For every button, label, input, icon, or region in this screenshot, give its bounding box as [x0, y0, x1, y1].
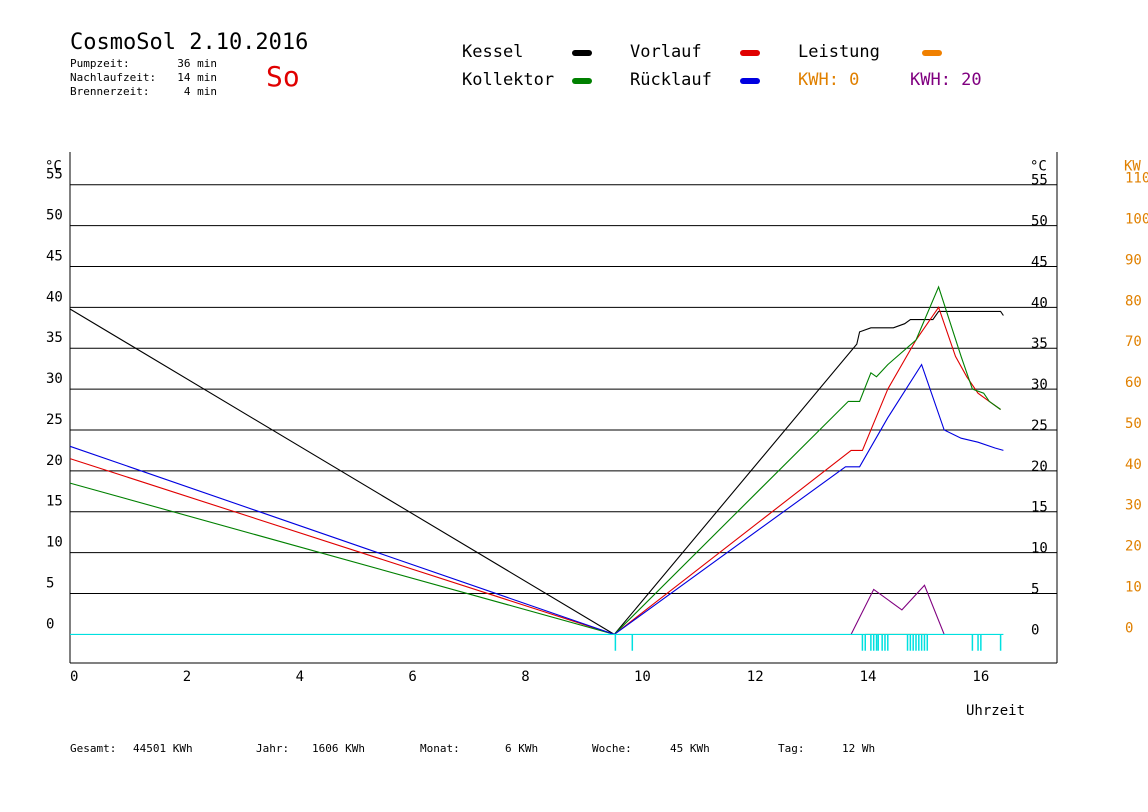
- legend-swatch-ruecklauf: [740, 78, 760, 84]
- y-tick-label-right: 35: [1031, 336, 1048, 352]
- y-tick-label-left: 0: [46, 616, 54, 632]
- y-tick-label-right: 40: [1031, 295, 1048, 311]
- x-tick-label: 12: [747, 669, 764, 685]
- y-tick-label-left: 10: [46, 535, 63, 551]
- x-tick-label: 2: [183, 669, 191, 685]
- stat-monat-value: 6 KWh: [505, 742, 539, 755]
- weekday-label: So: [266, 60, 300, 93]
- legend-swatch-kessel: [572, 50, 592, 56]
- stat-gesamt-label: Gesamt:: [70, 742, 117, 755]
- kw-tick-label: 70: [1125, 334, 1142, 350]
- kw-tick-label: 40: [1125, 457, 1142, 473]
- legend-ruecklauf: Rücklauf: [630, 70, 712, 90]
- x-tick-label: 16: [972, 669, 989, 685]
- x-axis-label: Uhrzeit: [966, 703, 1025, 719]
- info-value-brennerzeit: 4 min: [183, 85, 217, 98]
- legend-vorlauf: Vorlauf: [630, 42, 702, 62]
- info-values: 36 min 14 min 4 min: [160, 57, 217, 99]
- info-value-nachlaufzeit: 14 min: [177, 71, 217, 84]
- kw-tick-label: 100: [1125, 212, 1148, 228]
- x-tick-label: 8: [521, 669, 529, 685]
- y-tick-label-left: 40: [46, 289, 63, 305]
- kw-tick-label: 0: [1125, 620, 1133, 636]
- info-label-nachlaufzeit: Nachlaufzeit:: [70, 71, 157, 84]
- kw-tick-label: 20: [1125, 539, 1142, 555]
- y-tick-label-left: 5: [46, 576, 54, 592]
- info-labels: Pumpzeit: Nachlaufzeit: Brennerzeit:: [70, 57, 156, 99]
- stat-tag-value: 12 Wh: [842, 742, 876, 755]
- x-tick-label: 0: [70, 669, 78, 685]
- legend-kollektor: Kollektor: [462, 70, 555, 90]
- y-tick-label-left: 35: [46, 330, 63, 346]
- y-tick-label-left: 45: [46, 248, 63, 264]
- legend-kwh-0: KWH: 0: [798, 70, 860, 90]
- legend-leistung: Leistung: [798, 42, 880, 62]
- x-tick-label: 10: [634, 669, 651, 685]
- info-label-brennerzeit: Brennerzeit:: [70, 85, 150, 98]
- y-tick-label-right: 10: [1031, 541, 1048, 557]
- stat-jahr-label: Jahr:: [256, 742, 290, 755]
- y-tick-label-left: 50: [46, 208, 63, 224]
- y-tick-label-right: 0: [1031, 622, 1039, 638]
- y-tick-label-right: 55: [1031, 173, 1048, 189]
- stat-monat-label: Monat:: [420, 742, 460, 755]
- y-tick-label-right: 20: [1031, 459, 1048, 475]
- y-tick-label-left: 55: [46, 167, 63, 183]
- kw-tick-label: 110: [1125, 171, 1148, 187]
- kw-tick-label: 90: [1125, 252, 1142, 268]
- stat-gesamt-value: 44501 KWh: [133, 742, 193, 755]
- legend-kwh-20: KWH: 20: [910, 70, 982, 90]
- x-tick-label: 14: [860, 669, 877, 685]
- y-tick-label-right: 50: [1031, 214, 1048, 230]
- series-kwh-20-line: [850, 584, 945, 635]
- y-tick-label-left: 30: [46, 371, 63, 387]
- y-tick-label-left: 25: [46, 412, 63, 428]
- kw-tick-label: 60: [1125, 375, 1142, 391]
- stat-jahr-value: 1606 KWh: [312, 742, 365, 755]
- series-r-cklauf-line: [69, 363, 1004, 636]
- series-kollektor-line: [69, 285, 1001, 636]
- kw-tick-label: 10: [1125, 580, 1142, 596]
- y-tick-label-right: 30: [1031, 377, 1048, 393]
- info-value-pumpzeit: 36 min: [177, 57, 217, 70]
- kw-tick-label: 80: [1125, 293, 1142, 309]
- chart-title: CosmoSol 2.10.2016: [70, 30, 309, 55]
- stat-tag-label: Tag:: [778, 742, 805, 755]
- y-tick-label-left: 15: [46, 494, 63, 510]
- legend-swatch-kollektor: [572, 78, 592, 84]
- stat-woche-label: Woche:: [592, 742, 632, 755]
- series-kessel-line: [69, 308, 1004, 636]
- x-tick-label: 4: [296, 669, 304, 685]
- legend-swatch-leistung: [922, 50, 942, 56]
- stat-woche-value: 45 KWh: [670, 742, 710, 755]
- info-label-pumpzeit: Pumpzeit:: [70, 57, 130, 70]
- legend-swatch-vorlauf: [740, 50, 760, 56]
- y-tick-label-right: 25: [1031, 418, 1048, 434]
- y-tick-label-right: 45: [1031, 254, 1048, 270]
- kw-tick-label: 50: [1125, 416, 1142, 432]
- y-tick-label-right: 5: [1031, 582, 1039, 598]
- series-vorlauf-line: [69, 306, 1001, 636]
- kw-tick-label: 30: [1125, 498, 1142, 514]
- y-axis-unit-left: °C: [45, 159, 62, 175]
- kw-axis-unit: KW: [1124, 159, 1141, 175]
- legend-kessel: Kessel: [462, 42, 524, 62]
- x-tick-label: 6: [408, 669, 416, 685]
- y-axis-unit-right: °C: [1030, 159, 1047, 175]
- y-tick-label-left: 20: [46, 453, 63, 469]
- y-tick-label-right: 15: [1031, 500, 1048, 516]
